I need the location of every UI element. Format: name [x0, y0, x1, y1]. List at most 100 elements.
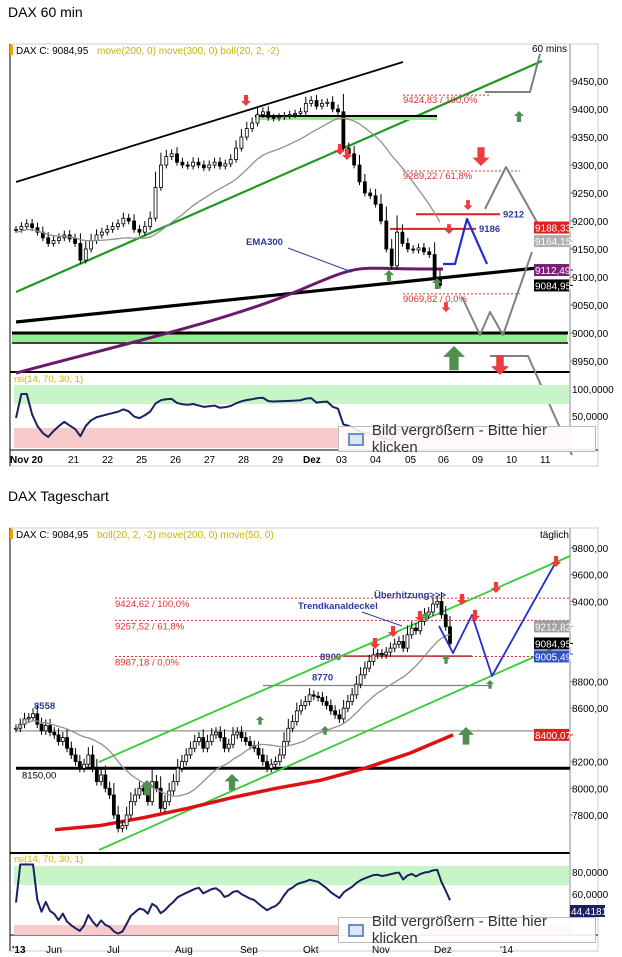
enlarge-image-button-daily[interactable]: Bild vergrößern - Bitte hier klicken — [338, 913, 596, 947]
candle — [273, 761, 278, 765]
y-tick-label: 9400,00 — [572, 597, 609, 608]
x-tick-label: 26 — [170, 455, 182, 466]
rsi-oversold-band — [14, 925, 569, 935]
target-path — [443, 217, 489, 266]
candle — [307, 694, 312, 702]
legend-marker — [10, 45, 13, 55]
candle — [56, 734, 61, 742]
candle — [110, 226, 115, 230]
candle — [325, 101, 330, 104]
rsi-overbought-band — [14, 866, 569, 885]
candle — [397, 641, 401, 645]
candle — [266, 111, 271, 118]
candle — [375, 653, 380, 656]
candle — [328, 705, 333, 712]
enlarge-image-button-60min[interactable]: Bild vergrößern - Bitte hier klicken — [338, 422, 596, 456]
x-tick-label: 29 — [272, 455, 284, 466]
candle — [126, 217, 131, 222]
y-tick-label: 9150,00 — [572, 245, 609, 256]
sell-arrow-icon — [491, 582, 501, 593]
channel-top-label: Trendkanaldeckel — [298, 601, 378, 612]
candle — [150, 781, 155, 803]
price-tag-bg — [534, 235, 569, 248]
ema300-label: EMA300 — [246, 237, 283, 248]
price-tag-bg — [534, 650, 569, 663]
candle — [164, 156, 169, 166]
candle — [121, 217, 126, 225]
candle — [153, 186, 158, 219]
candle — [260, 111, 265, 116]
buy-arrow-icon — [224, 774, 240, 791]
x-tick-label: 05 — [405, 455, 417, 466]
x-tick-label: Nov 20 — [10, 455, 43, 466]
x-tick-label: Dez — [434, 945, 452, 956]
candle — [222, 737, 227, 749]
candle — [169, 153, 174, 158]
candle — [405, 242, 410, 250]
candle — [314, 100, 319, 107]
level-label: 8150,00 — [22, 770, 56, 781]
candle — [439, 601, 444, 616]
projection-path — [484, 166, 544, 234]
candle — [389, 248, 394, 267]
candle — [73, 754, 78, 762]
enlarge-label: Bild vergrößern - Bitte hier klicken — [371, 422, 547, 456]
ema300-line — [15, 266, 444, 375]
candle — [163, 801, 167, 809]
x-tick-label: 28 — [238, 455, 250, 466]
bollinger-mid-line — [15, 633, 451, 797]
price-tag: 9084,95 — [535, 639, 572, 650]
target-path — [438, 559, 558, 677]
rsi-value-tag-bg — [570, 905, 605, 917]
candle — [345, 701, 350, 709]
price-tag: 9112,49 — [535, 266, 571, 277]
candle — [350, 694, 355, 702]
candle — [159, 164, 163, 188]
buy-arrow-icon — [140, 780, 154, 796]
x-tick-label: 25 — [136, 455, 148, 466]
sell-arrow-icon — [491, 355, 509, 375]
y-tick-label: 9800,00 — [572, 544, 609, 555]
candle — [432, 254, 437, 278]
candle — [362, 181, 367, 194]
candle — [223, 163, 228, 167]
x-tick-label: 09 — [472, 455, 484, 466]
candle — [298, 111, 303, 114]
rsi-tick-label: 80,0000 — [572, 868, 609, 879]
price-tag: 9005,49 — [535, 652, 572, 663]
candle — [133, 794, 138, 803]
price-tag: 9212,82 — [535, 622, 572, 633]
candle — [192, 741, 197, 749]
y-tick-label: 8950,00 — [572, 357, 609, 368]
candle — [380, 653, 384, 656]
candle — [320, 103, 324, 107]
candle — [265, 761, 269, 769]
buy-arrow-icon — [256, 716, 264, 725]
candle — [443, 614, 448, 628]
x-tick-label: 27 — [204, 455, 216, 466]
image-icon — [348, 432, 364, 446]
candle — [94, 767, 99, 783]
candle — [171, 781, 176, 792]
candle — [77, 761, 82, 769]
candle — [78, 242, 83, 261]
candle — [167, 790, 172, 803]
candle — [26, 717, 31, 720]
candle — [416, 247, 421, 251]
timeframe-label: täglich — [540, 530, 569, 541]
sell-arrow-icon — [551, 556, 561, 567]
candle — [107, 787, 112, 796]
candle — [89, 240, 94, 250]
y-tick-label: 9250,00 — [572, 189, 609, 200]
price-tag-bg — [534, 279, 569, 292]
candle — [352, 153, 357, 166]
candle — [99, 231, 104, 236]
candle — [196, 161, 201, 166]
candle — [341, 707, 346, 720]
x-tick-label: Dez — [303, 455, 321, 466]
candle — [299, 705, 303, 712]
candle — [137, 228, 142, 233]
candle — [214, 731, 218, 736]
fib-label: 9424,62 / 100,0% — [115, 599, 190, 610]
